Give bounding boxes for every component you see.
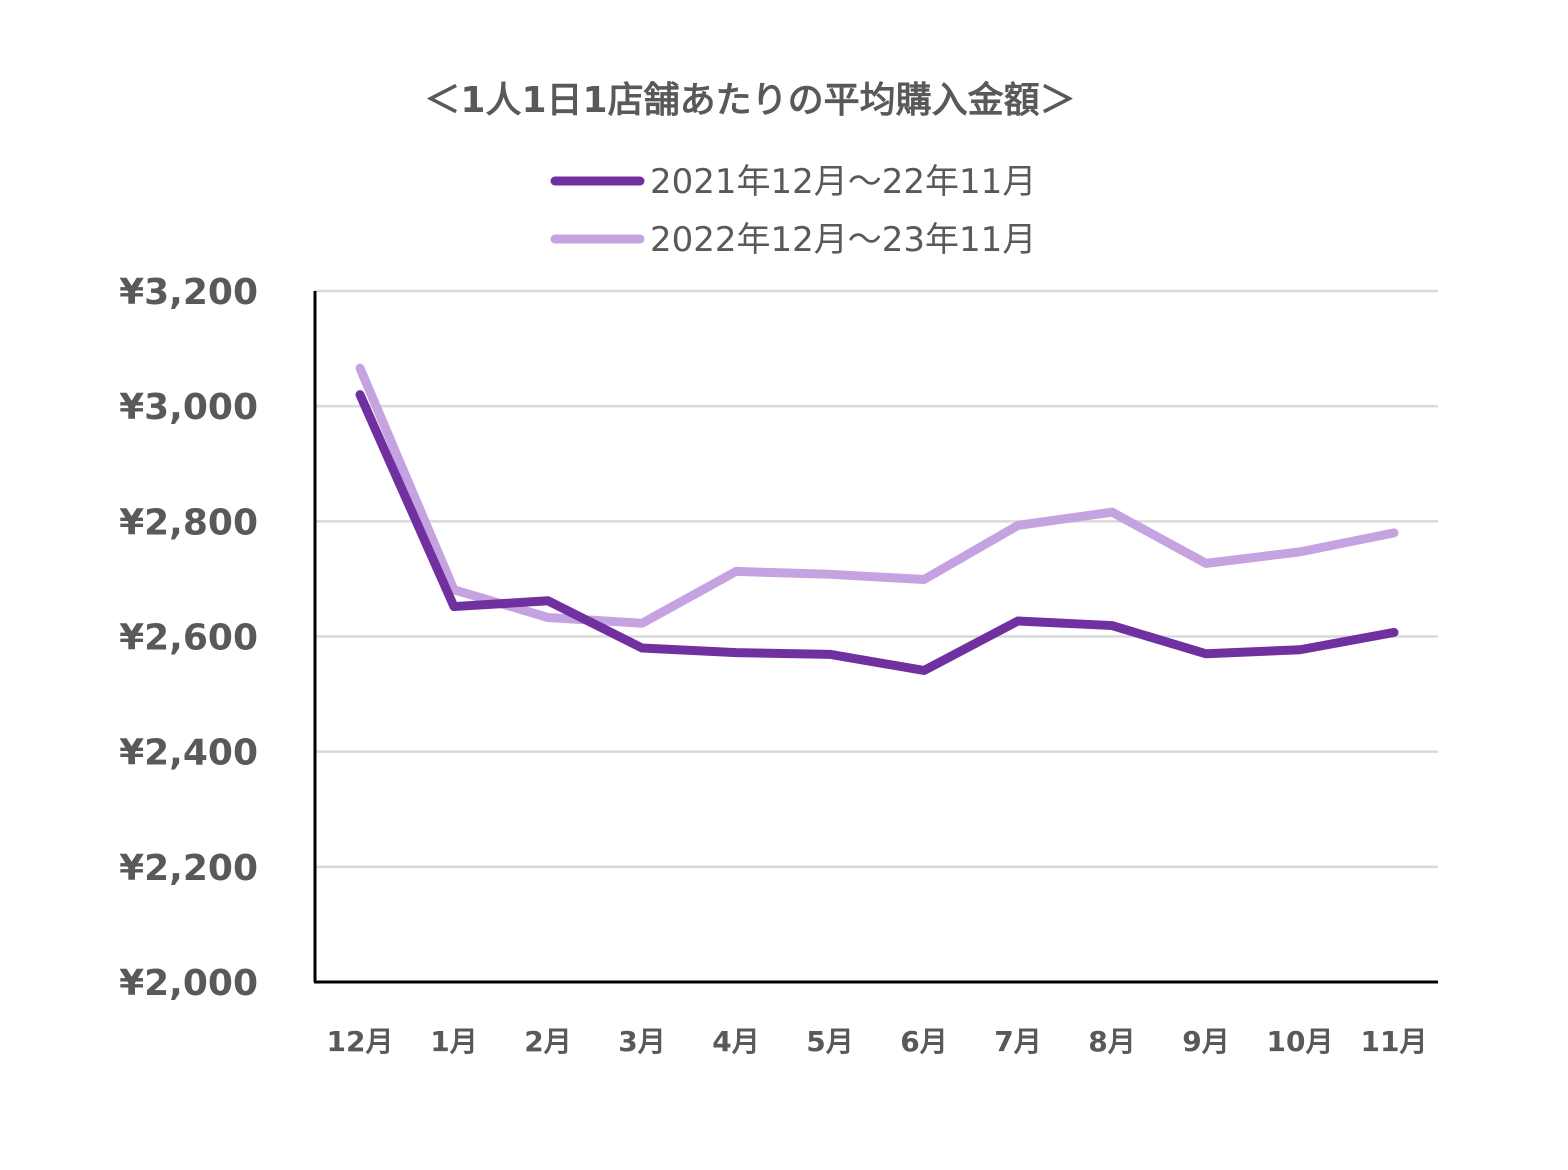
x-axis-tick-labels: 12月 1月 2月 3月 4月 5月 6月 7月 8月 9月 10月 11月 [327, 1025, 1428, 1058]
y-tick-label: ¥3,200 [119, 272, 258, 313]
x-tick-label: 3月 [618, 1025, 665, 1058]
series-lines [355, 363, 1399, 675]
y-tick-label: ¥2,800 [119, 502, 258, 543]
x-tick-label: 8月 [1088, 1025, 1135, 1058]
x-tick-label: 2月 [524, 1025, 571, 1058]
gridlines [315, 289, 1438, 869]
x-tick-label: 6月 [900, 1025, 947, 1058]
x-tick-label: 7月 [994, 1025, 1041, 1058]
x-tick-label: 9月 [1182, 1025, 1229, 1058]
y-tick-label: ¥2,000 [119, 963, 258, 1004]
chart-title: ＜1人1日1店舗あたりの平均購入金額＞ [424, 79, 1075, 121]
y-tick-label: ¥3,000 [119, 387, 258, 428]
x-tick-label: 5月 [806, 1025, 853, 1058]
legend-label-series-1: 2021年12月～22年11月 [650, 162, 1036, 202]
x-tick-label: 11月 [1361, 1025, 1428, 1058]
legend-item-series-2: 2022年12月～23年11月 [550, 220, 1036, 260]
x-tick-label: 1月 [430, 1025, 477, 1058]
legend-label-series-2: 2022年12月～23年11月 [650, 220, 1036, 260]
x-tick-label: 10月 [1267, 1025, 1334, 1058]
legend-item-series-1: 2021年12月～22年11月 [550, 162, 1036, 202]
x-tick-label: 4月 [712, 1025, 759, 1058]
y-axis-tick-labels: ¥3,200 ¥3,000 ¥2,800 ¥2,600 ¥2,400 ¥2,200 ¥2,0… [119, 272, 258, 1004]
legend: 2021年12月～22年11月 2022年12月～23年11月 [550, 162, 1036, 260]
y-tick-label: ¥2,200 [119, 848, 258, 889]
y-tick-label: ¥2,600 [119, 618, 258, 659]
series-line-2 [355, 363, 1399, 628]
x-tick-label: 12月 [327, 1025, 394, 1058]
series-line-1 [355, 390, 1399, 675]
y-tick-label: ¥2,400 [119, 733, 258, 774]
